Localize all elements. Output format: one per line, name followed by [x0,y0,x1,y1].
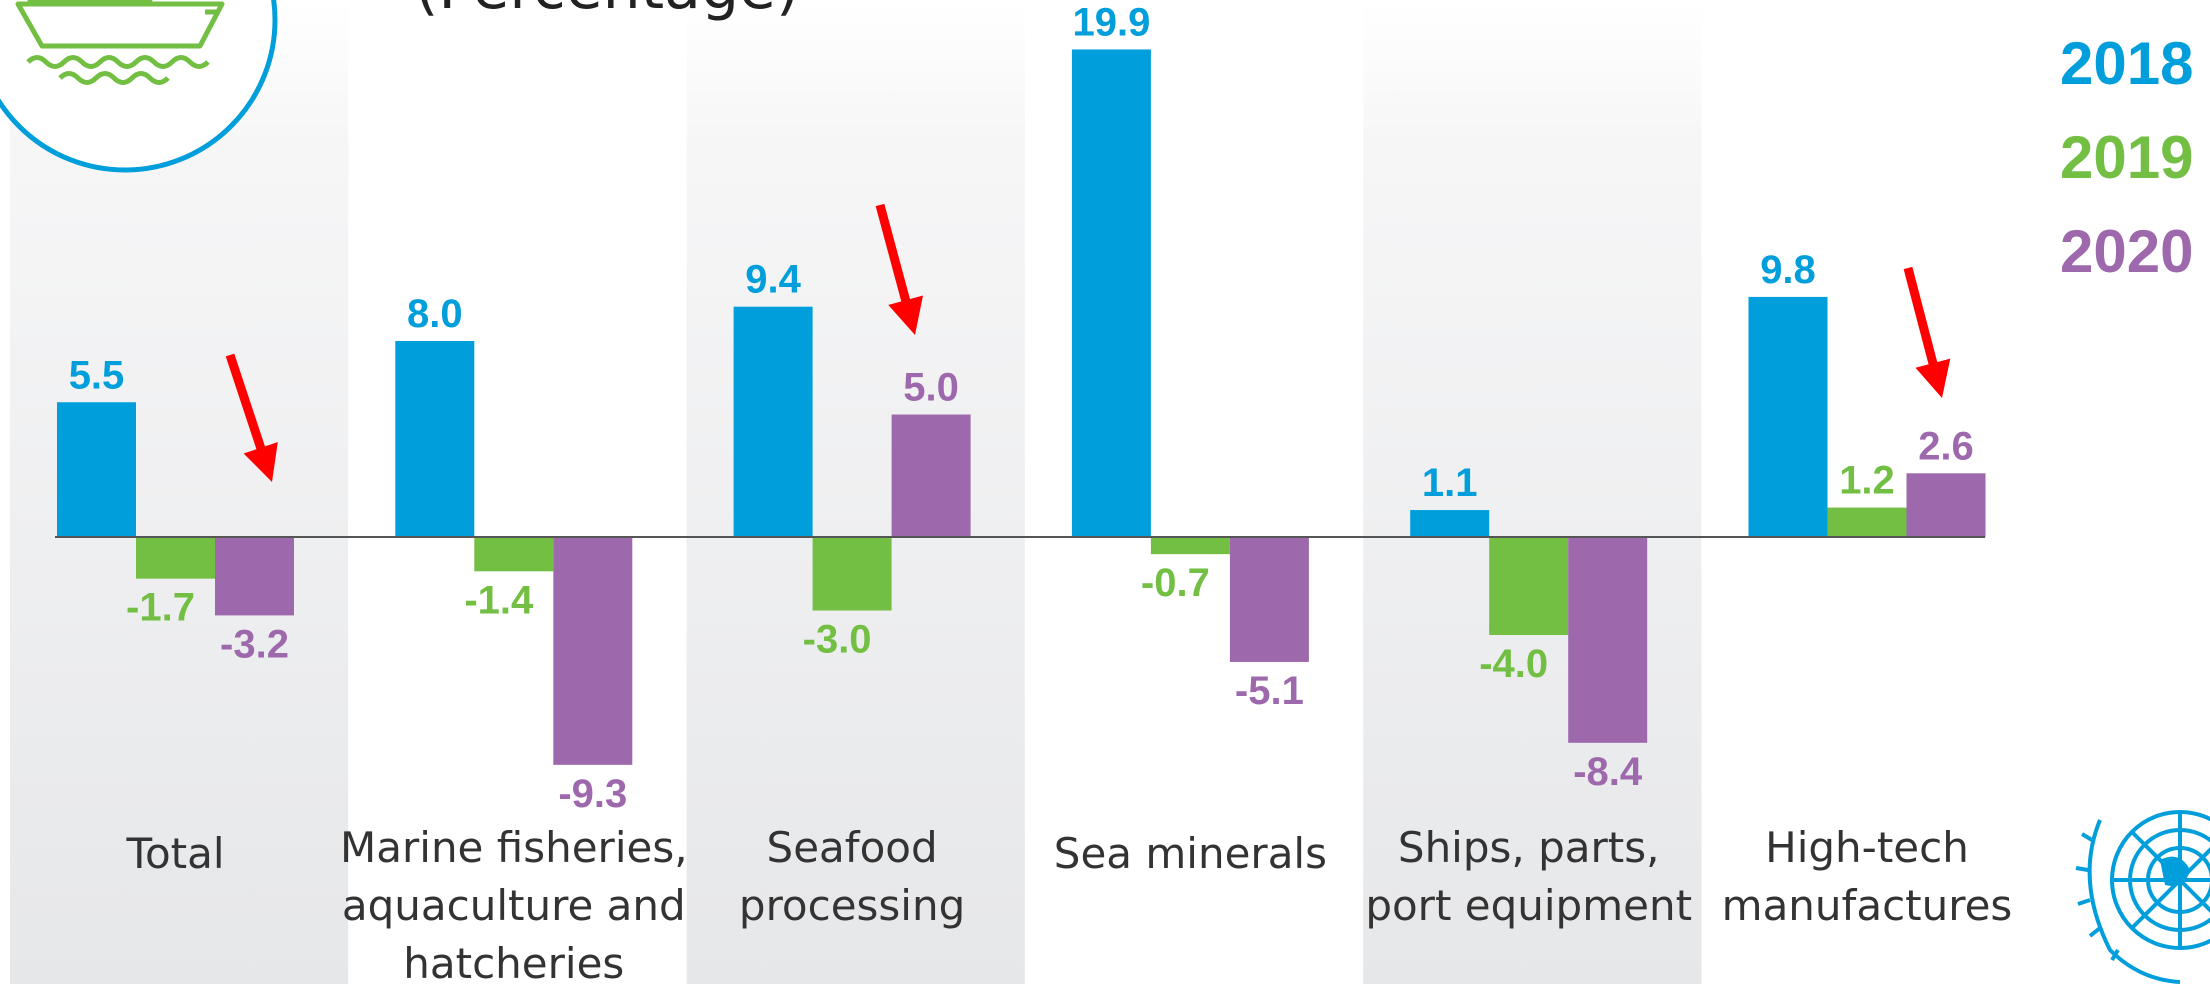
bar-2018 [57,402,136,537]
data-label: -5.1 [1235,669,1304,713]
arrow-head [888,295,924,335]
bar-2020 [891,414,971,537]
bar-2018 [1410,510,1490,537]
bar-2018 [395,341,475,537]
data-label: -9.3 [558,772,627,816]
legend-item-2018: 2018 [2060,30,2193,97]
category-label: hatcheries [403,939,624,984]
category-label: Marine fisheries, [340,823,688,872]
legend-item-2020: 2020 [2060,218,2193,285]
category-label: High-tech [1765,823,1969,872]
data-label: 1.2 [1839,459,1895,503]
un-emblem-icon [2075,810,2210,984]
data-label: 2.6 [1918,424,1974,468]
bar-2019 [136,537,215,579]
chart-subtitle: (Percentage) [415,0,799,23]
data-label: 5.0 [903,366,959,410]
bar-2020 [1906,473,1986,537]
bar-2018 [1748,296,1828,537]
data-label: 8.0 [407,292,463,336]
category-label: manufactures [1722,881,2013,930]
arrow-head [1915,358,1951,398]
data-label: -4.0 [1479,642,1548,686]
arrow-annotations [225,203,1951,482]
bar-2018 [1071,49,1151,537]
data-label: -1.7 [126,586,195,630]
bar-2019 [1827,507,1907,537]
bar-2020 [215,537,294,616]
bar-2020 [1229,537,1309,662]
category-label: aquaculture and [342,881,686,930]
data-label: -3.0 [803,618,872,662]
bar-2019 [1489,537,1569,635]
arrow-shaft [1903,266,1941,376]
category-label: Total [125,829,224,878]
category-band [1363,0,1702,984]
data-label: 1.1 [1422,461,1478,505]
value-labels: 5.5 -1.7 -3.2 8.0 -1.4 -9.3 9.4 -3.0 5.0 19.9 -0.7… [69,0,1974,815]
data-label: 9.4 [745,258,801,302]
ship-icon [0,0,278,173]
bar-2020 [553,537,633,765]
background-bands [10,0,2040,984]
category-label: port equipment [1365,881,1692,930]
legend-item-2019: 2019 [2060,124,2193,191]
arrow-head [243,442,278,482]
data-label: 9.8 [1760,248,1816,292]
bars-group [57,49,1986,765]
bar-2019 [1150,537,1230,555]
bar-2019 [812,537,892,611]
data-label: -8.4 [1573,750,1643,794]
arrow-shaft [875,203,914,313]
data-label: -1.4 [464,578,534,622]
data-label: -0.7 [1141,561,1210,605]
legend: 2018 2019 2020 [2060,30,2193,285]
category-label: Seafood [767,823,938,872]
bar-2018 [733,306,813,537]
data-label: -3.2 [220,622,289,666]
data-label: 19.9 [1072,0,1150,44]
bar-2020 [1568,537,1648,743]
category-label: Ships, parts, [1398,823,1660,872]
category-label: Sea minerals [1054,829,1327,878]
category-labels: Total Marine fisheries, aquaculture and hat… [125,823,2012,984]
bar-2019 [474,537,554,572]
data-label: 5.5 [69,353,125,397]
arrow-shaft [225,353,269,461]
category-label: processing [739,881,965,930]
